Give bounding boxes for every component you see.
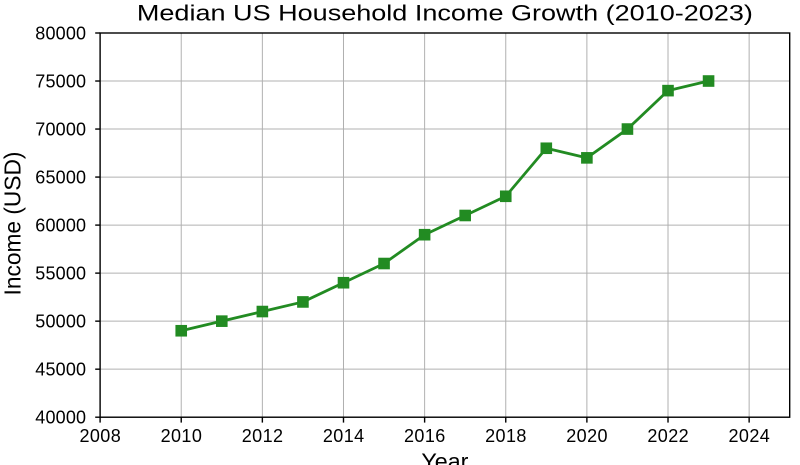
svg-text:40000: 40000	[35, 408, 86, 428]
svg-text:2016: 2016	[404, 426, 445, 446]
svg-text:50000: 50000	[35, 312, 86, 332]
svg-text:Year: Year	[421, 449, 469, 465]
svg-text:2018: 2018	[485, 426, 526, 446]
svg-text:2010: 2010	[161, 426, 202, 446]
svg-text:2024: 2024	[728, 426, 769, 446]
svg-text:2020: 2020	[566, 426, 607, 446]
svg-text:2012: 2012	[242, 426, 283, 446]
svg-text:60000: 60000	[35, 216, 86, 236]
svg-text:75000: 75000	[35, 72, 86, 92]
svg-text:2008: 2008	[79, 426, 120, 446]
svg-text:70000: 70000	[35, 120, 86, 140]
svg-text:45000: 45000	[35, 360, 86, 380]
svg-text:2014: 2014	[323, 426, 364, 446]
svg-text:55000: 55000	[35, 264, 86, 284]
svg-text:Income (USD): Income (USD)	[0, 152, 26, 296]
svg-text:80000: 80000	[35, 24, 86, 44]
svg-text:65000: 65000	[35, 168, 86, 188]
svg-text:Median US Household Income Gro: Median US Household Income Growth (2010-…	[137, 1, 753, 26]
svg-text:2022: 2022	[647, 426, 688, 446]
